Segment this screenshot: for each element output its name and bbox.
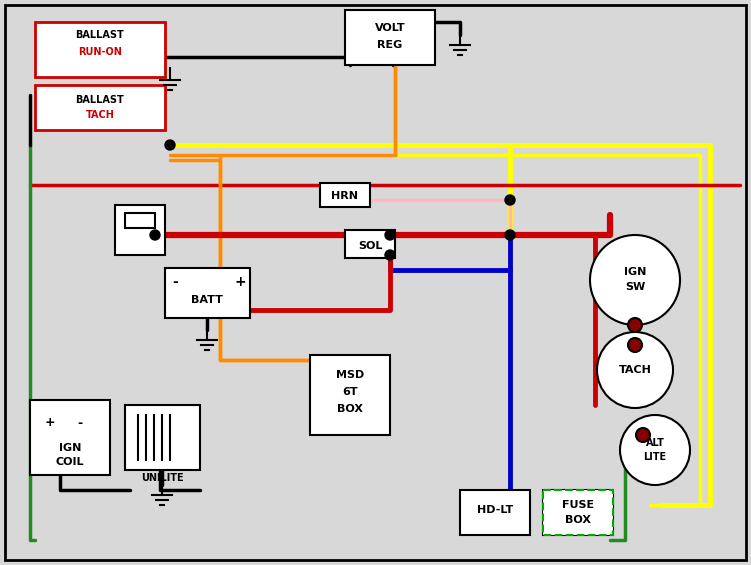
Text: BOX: BOX [337, 404, 363, 414]
Bar [35, 85, 165, 130]
Bar [345, 230, 395, 258]
Text: BOX: BOX [565, 515, 591, 525]
Circle shape [590, 235, 680, 325]
Text: MSD: MSD [336, 370, 364, 380]
Bar [115, 205, 165, 255]
Bar [165, 268, 250, 318]
Text: FUSE: FUSE [562, 500, 594, 510]
Text: VOLT: VOLT [375, 23, 406, 33]
Circle shape [385, 230, 395, 240]
Circle shape [636, 428, 650, 442]
Text: BALLAST: BALLAST [76, 95, 125, 105]
Bar [30, 400, 110, 475]
Bar [320, 183, 370, 207]
Text: +: + [45, 416, 56, 429]
Text: TACH: TACH [619, 365, 651, 375]
Text: BALLAST: BALLAST [76, 30, 125, 40]
Circle shape [505, 195, 515, 205]
Text: 6T: 6T [342, 387, 357, 397]
Bar [543, 490, 613, 535]
Bar [125, 405, 200, 470]
Text: RUN-ON: RUN-ON [78, 47, 122, 57]
Bar [125, 213, 155, 228]
Bar [310, 355, 390, 435]
Text: LITE: LITE [644, 452, 667, 462]
Text: UNILITE: UNILITE [140, 473, 183, 483]
Bar [543, 490, 613, 535]
Circle shape [620, 415, 690, 485]
Text: -: - [172, 275, 178, 289]
Circle shape [385, 250, 395, 260]
Circle shape [628, 338, 642, 352]
Circle shape [150, 230, 160, 240]
Text: HD-LT: HD-LT [477, 505, 513, 515]
Text: SW: SW [625, 282, 645, 292]
Text: COIL: COIL [56, 457, 84, 467]
Text: BATT: BATT [191, 295, 223, 305]
Text: IGN: IGN [59, 443, 81, 453]
Circle shape [165, 140, 175, 150]
Text: SOL: SOL [357, 241, 382, 251]
Text: +: + [234, 275, 246, 289]
Circle shape [628, 318, 642, 332]
Text: REG: REG [377, 40, 403, 50]
Circle shape [597, 332, 673, 408]
Text: -: - [77, 416, 83, 429]
Text: HRN: HRN [331, 191, 358, 201]
Bar [460, 490, 530, 535]
Text: IGN: IGN [624, 267, 646, 277]
Text: TACH: TACH [86, 110, 114, 120]
Bar [345, 10, 435, 65]
Bar [35, 22, 165, 77]
Text: ALT: ALT [646, 438, 665, 448]
Circle shape [505, 230, 515, 240]
